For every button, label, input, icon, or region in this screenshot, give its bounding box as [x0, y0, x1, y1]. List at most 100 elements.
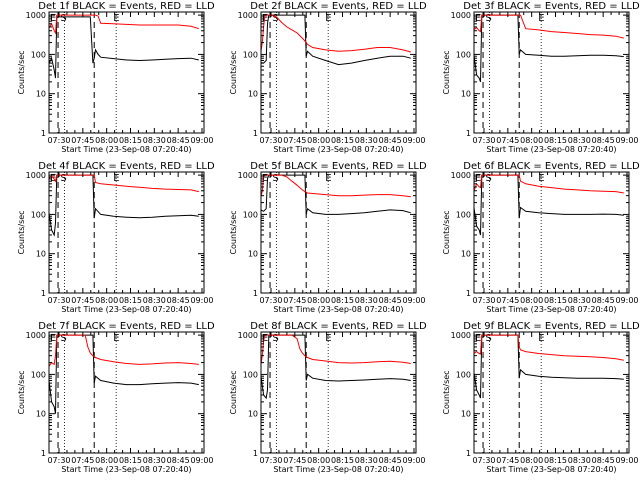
- marker-label-s: S: [485, 13, 491, 24]
- y-axis-label: Counts/sec: [229, 370, 238, 414]
- marker-label-s: S: [272, 13, 278, 24]
- x-tick-label: 07:30: [472, 456, 495, 465]
- marker-label-e: E: [113, 333, 119, 344]
- x-tick-label: 08:00: [520, 456, 543, 465]
- y-tick-label: 1000: [451, 11, 471, 20]
- y-tick-label: 10: [248, 410, 258, 419]
- x-tick-label: 08:45: [592, 296, 615, 305]
- y-tick-label: 1: [41, 449, 46, 458]
- x-tick-label: 08:15: [331, 296, 354, 305]
- x-axis-label: Start Time (23-Sep-08 07:20:40): [61, 145, 191, 154]
- y-tick-label: 10: [461, 250, 471, 259]
- y-tick-label: 1000: [451, 171, 471, 180]
- y-axis-label: Counts/sec: [17, 210, 26, 254]
- x-tick-label: 07:45: [283, 296, 306, 305]
- x-tick-label: 07:30: [472, 296, 495, 305]
- panel-title: Det 3f BLACK = Events, RED = LLD: [463, 1, 640, 12]
- x-tick-label: 08:45: [592, 136, 615, 145]
- y-axis-label: Counts/sec: [442, 50, 451, 94]
- x-tick-label: 07:45: [283, 136, 306, 145]
- marker-label-e: E: [475, 13, 481, 24]
- x-tick-label: 08:30: [143, 456, 166, 465]
- y-tick-label: 100: [456, 370, 471, 379]
- x-tick-label: 08:00: [520, 136, 543, 145]
- plot-data: [474, 334, 624, 399]
- x-tick-label: 08:15: [544, 456, 567, 465]
- x-tick-label: 08:45: [379, 456, 402, 465]
- y-tick-label: 10: [248, 90, 258, 99]
- x-tick-label: 07:45: [496, 296, 519, 305]
- marker-label-e: E: [475, 173, 481, 184]
- y-tick-label: 100: [31, 50, 46, 59]
- marker-label-e: E: [325, 173, 331, 184]
- y-tick-label: 10: [248, 250, 258, 259]
- series-line-lld: [261, 14, 411, 53]
- panel-title: Det 5f BLACK = Events, RED = LLD: [250, 161, 427, 172]
- x-tick-label: 08:15: [544, 296, 567, 305]
- plot-frame: [473, 171, 630, 294]
- marker-label-e: E: [50, 13, 56, 24]
- x-tick-label: 08:45: [167, 136, 190, 145]
- y-tick-label: 1000: [238, 331, 258, 340]
- x-tick-label: 08:00: [520, 296, 543, 305]
- series-line-lld: [474, 334, 624, 361]
- marker-label-e: E: [50, 333, 56, 344]
- x-tick-label: 07:45: [283, 456, 306, 465]
- x-tick-label: 08:30: [568, 136, 591, 145]
- marker-label-e: E: [113, 173, 119, 184]
- marker-label-e: E: [113, 13, 119, 24]
- marker-label-e: E: [262, 13, 268, 24]
- x-tick-label: 07:45: [496, 136, 519, 145]
- y-tick-label: 1: [41, 289, 46, 298]
- y-tick-label: 1000: [238, 171, 258, 180]
- y-tick-label: 10: [36, 410, 46, 419]
- marker-label-e: E: [262, 173, 268, 184]
- x-tick-label: 08:45: [167, 296, 190, 305]
- y-tick-label: 1: [253, 289, 258, 298]
- x-tick-label: 09:00: [190, 136, 213, 145]
- series-line-lld: [261, 174, 411, 198]
- y-tick-label: 1: [253, 129, 258, 138]
- x-tick-label: 08:00: [307, 456, 330, 465]
- marker-label-s: S: [272, 333, 278, 344]
- x-tick-label: 08:45: [379, 136, 402, 145]
- x-tick-label: 08:45: [592, 456, 615, 465]
- panel-title: Det 9f BLACK = Events, RED = LLD: [463, 321, 640, 332]
- y-tick-label: 100: [456, 50, 471, 59]
- x-tick-label: 08:15: [119, 136, 142, 145]
- x-axis-label: Start Time (23-Sep-08 07:20:40): [273, 305, 403, 314]
- marker-label-e: E: [538, 333, 544, 344]
- x-tick-label: 07:30: [47, 296, 70, 305]
- x-tick-label: 07:30: [259, 136, 282, 145]
- y-axis-label: Counts/sec: [17, 370, 26, 414]
- series-line-lld: [49, 174, 199, 193]
- plot-data: [49, 14, 199, 79]
- y-tick-label: 1000: [26, 331, 46, 340]
- y-tick-label: 10: [36, 250, 46, 259]
- plot-frame: [48, 11, 205, 134]
- series-line-lld: [49, 14, 199, 35]
- y-tick-label: 1: [466, 449, 471, 458]
- plot-data: [261, 14, 411, 66]
- plot-frame: [260, 11, 417, 134]
- y-tick-label: 1: [466, 289, 471, 298]
- marker-label-s: S: [60, 333, 66, 344]
- y-tick-label: 10: [36, 90, 46, 99]
- x-tick-label: 08:30: [143, 296, 166, 305]
- x-axis-label: Start Time (23-Sep-08 07:20:40): [486, 145, 616, 154]
- x-axis-label: Start Time (23-Sep-08 07:20:40): [486, 305, 616, 314]
- x-tick-label: 07:30: [259, 296, 282, 305]
- y-tick-label: 1000: [26, 171, 46, 180]
- y-tick-label: 10: [461, 90, 471, 99]
- x-tick-label: 07:45: [71, 296, 94, 305]
- x-tick-label: 08:30: [355, 136, 378, 145]
- y-tick-label: 1: [253, 449, 258, 458]
- x-tick-label: 08:15: [119, 296, 142, 305]
